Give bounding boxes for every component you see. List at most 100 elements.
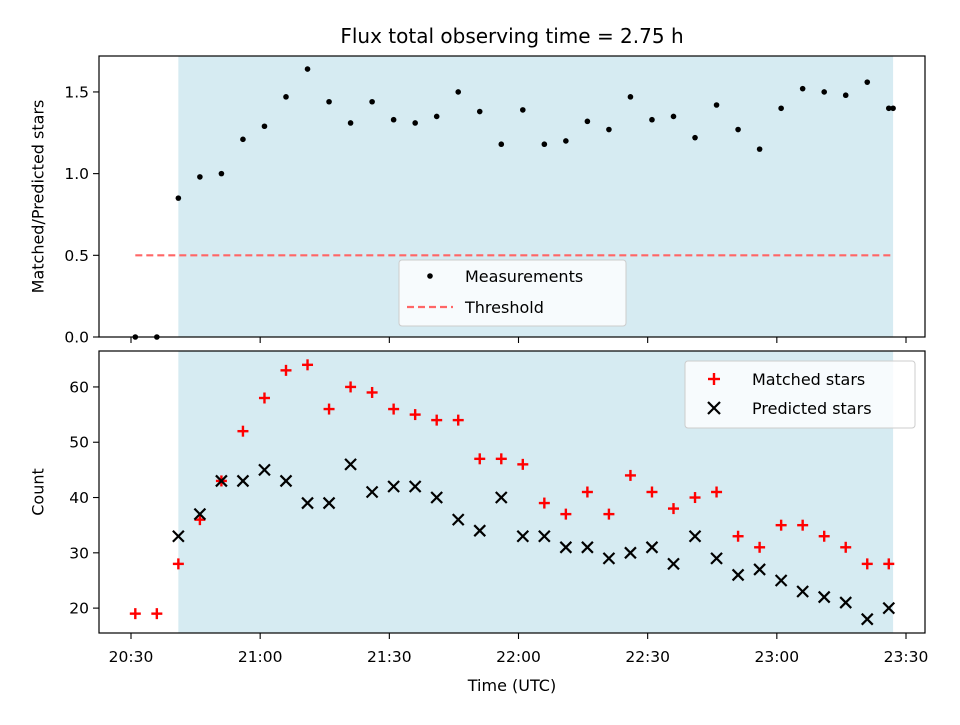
measurement-point <box>240 136 246 143</box>
matched-star-point <box>603 508 615 520</box>
matched-star-point <box>495 453 507 465</box>
matched-star-point <box>861 558 873 570</box>
matched-star-point <box>172 558 184 570</box>
predicted-star-point <box>365 485 379 499</box>
count-legend-box <box>684 360 916 429</box>
ratio-legend-box <box>398 259 627 327</box>
matched-star-point <box>452 414 464 426</box>
measurement-point <box>890 105 896 112</box>
measurement-point <box>347 120 354 126</box>
measurement-point <box>390 116 397 123</box>
count-axes-frame <box>98 350 926 634</box>
predicted-star-point <box>559 541 573 554</box>
measurement-point <box>821 89 827 95</box>
time-x-ticks: 20:30 21:00 21:30 22:00 22:30 23:00 23:30 <box>109 633 929 666</box>
legend-predicted-marker <box>707 401 721 415</box>
measurement-point <box>218 170 225 177</box>
x-tick-label: 22:30 <box>625 648 670 666</box>
matched-star-point <box>581 486 593 498</box>
y-tick-label: 1.0 <box>64 165 89 183</box>
y-tick-label: 40 <box>69 489 89 507</box>
predicted-star-point <box>624 546 637 560</box>
y-tick-label: 30 <box>69 544 89 562</box>
chart-title: Flux total observing time = 2.75 h <box>340 24 683 48</box>
measurement-point <box>584 118 591 125</box>
measurement-point <box>670 113 677 120</box>
predicted-star-point <box>408 480 422 493</box>
measurement-point <box>541 141 548 148</box>
predicted-star-point <box>710 552 723 565</box>
matched-star-point <box>840 541 852 553</box>
predicted-star-point <box>817 590 831 604</box>
measurement-point <box>520 107 526 113</box>
ratio-axes-frame <box>98 55 926 338</box>
predicted-star-point <box>301 496 314 510</box>
legend-predicted-label: Predicted stars <box>752 399 872 418</box>
predicted-star-point <box>796 585 809 598</box>
predicted-star-point <box>731 568 745 582</box>
matched-star-point <box>366 386 378 398</box>
predicted-star-point <box>193 507 207 521</box>
predicted-star-point <box>430 491 443 504</box>
predicted-star-point <box>753 563 766 576</box>
predicted-star-point <box>774 574 788 587</box>
predicted-star-point <box>279 474 293 488</box>
measurement-point <box>326 98 332 105</box>
measurement-point <box>735 126 741 133</box>
matched-star-point <box>797 519 809 531</box>
predicted-star-point <box>882 601 896 615</box>
y-tick-label: 1.5 <box>64 83 89 101</box>
matched-star-point <box>689 492 701 504</box>
predicted-star-point <box>172 529 185 543</box>
matched-star-point <box>323 403 335 415</box>
matched-star-point <box>624 469 636 481</box>
predicted-star-point <box>473 524 487 537</box>
ratio-y-ticks: 0.0 0.5 1.0 1.5 <box>64 83 99 347</box>
predicted-star-point <box>645 541 659 554</box>
matched-star-point <box>345 381 357 393</box>
measurement-point <box>649 116 655 123</box>
matched-star-point <box>560 508 572 520</box>
x-tick-label: 22:00 <box>496 648 541 666</box>
matched-star-point <box>732 530 744 542</box>
measurement-point <box>606 126 612 133</box>
x-tick-label: 23:00 <box>754 648 799 666</box>
predicted-star-point <box>667 557 680 571</box>
matched-star-point <box>280 364 292 376</box>
measurement-point <box>197 174 203 180</box>
measurement-point <box>412 120 418 126</box>
y-tick-label: 60 <box>69 378 89 396</box>
matched-star-point <box>474 453 486 465</box>
matched-star-point <box>129 608 141 620</box>
measurement-points <box>132 66 896 340</box>
measurement-point <box>756 146 763 152</box>
matched-star-point <box>818 530 830 542</box>
x-tick-label: 21:00 <box>238 648 283 666</box>
predicted-star-point <box>494 491 508 504</box>
predicted-star-point <box>322 496 336 510</box>
matched-star-point <box>237 425 249 437</box>
measurement-point <box>627 94 634 100</box>
y-tick-label: 50 <box>69 434 89 452</box>
y-tick-label: 20 <box>69 600 89 618</box>
measurement-point <box>864 79 871 85</box>
count-legend: Matched stars Predicted stars <box>684 360 916 429</box>
matched-star-point <box>538 497 550 509</box>
matched-star-point <box>754 541 766 553</box>
measurement-point <box>433 113 440 120</box>
predicted-star-point <box>344 458 357 471</box>
measurement-point <box>713 102 720 108</box>
x-tick-label: 23:30 <box>884 648 929 666</box>
x-tick-label: 21:30 <box>367 648 412 666</box>
predicted-star-point <box>688 529 702 543</box>
ratio-panel: 0.0 0.5 1.0 1.5 Matched/Predicted stars Mea… <box>29 55 926 347</box>
predicted-star-point <box>602 552 616 565</box>
measurement-point <box>304 66 311 72</box>
matched-star-point <box>517 458 529 470</box>
measurement-point <box>842 92 849 99</box>
matched-star-point <box>388 403 400 415</box>
x-tick-label: 20:30 <box>109 648 154 666</box>
predicted-star-point <box>581 541 594 554</box>
legend-measurement-marker <box>427 273 433 279</box>
